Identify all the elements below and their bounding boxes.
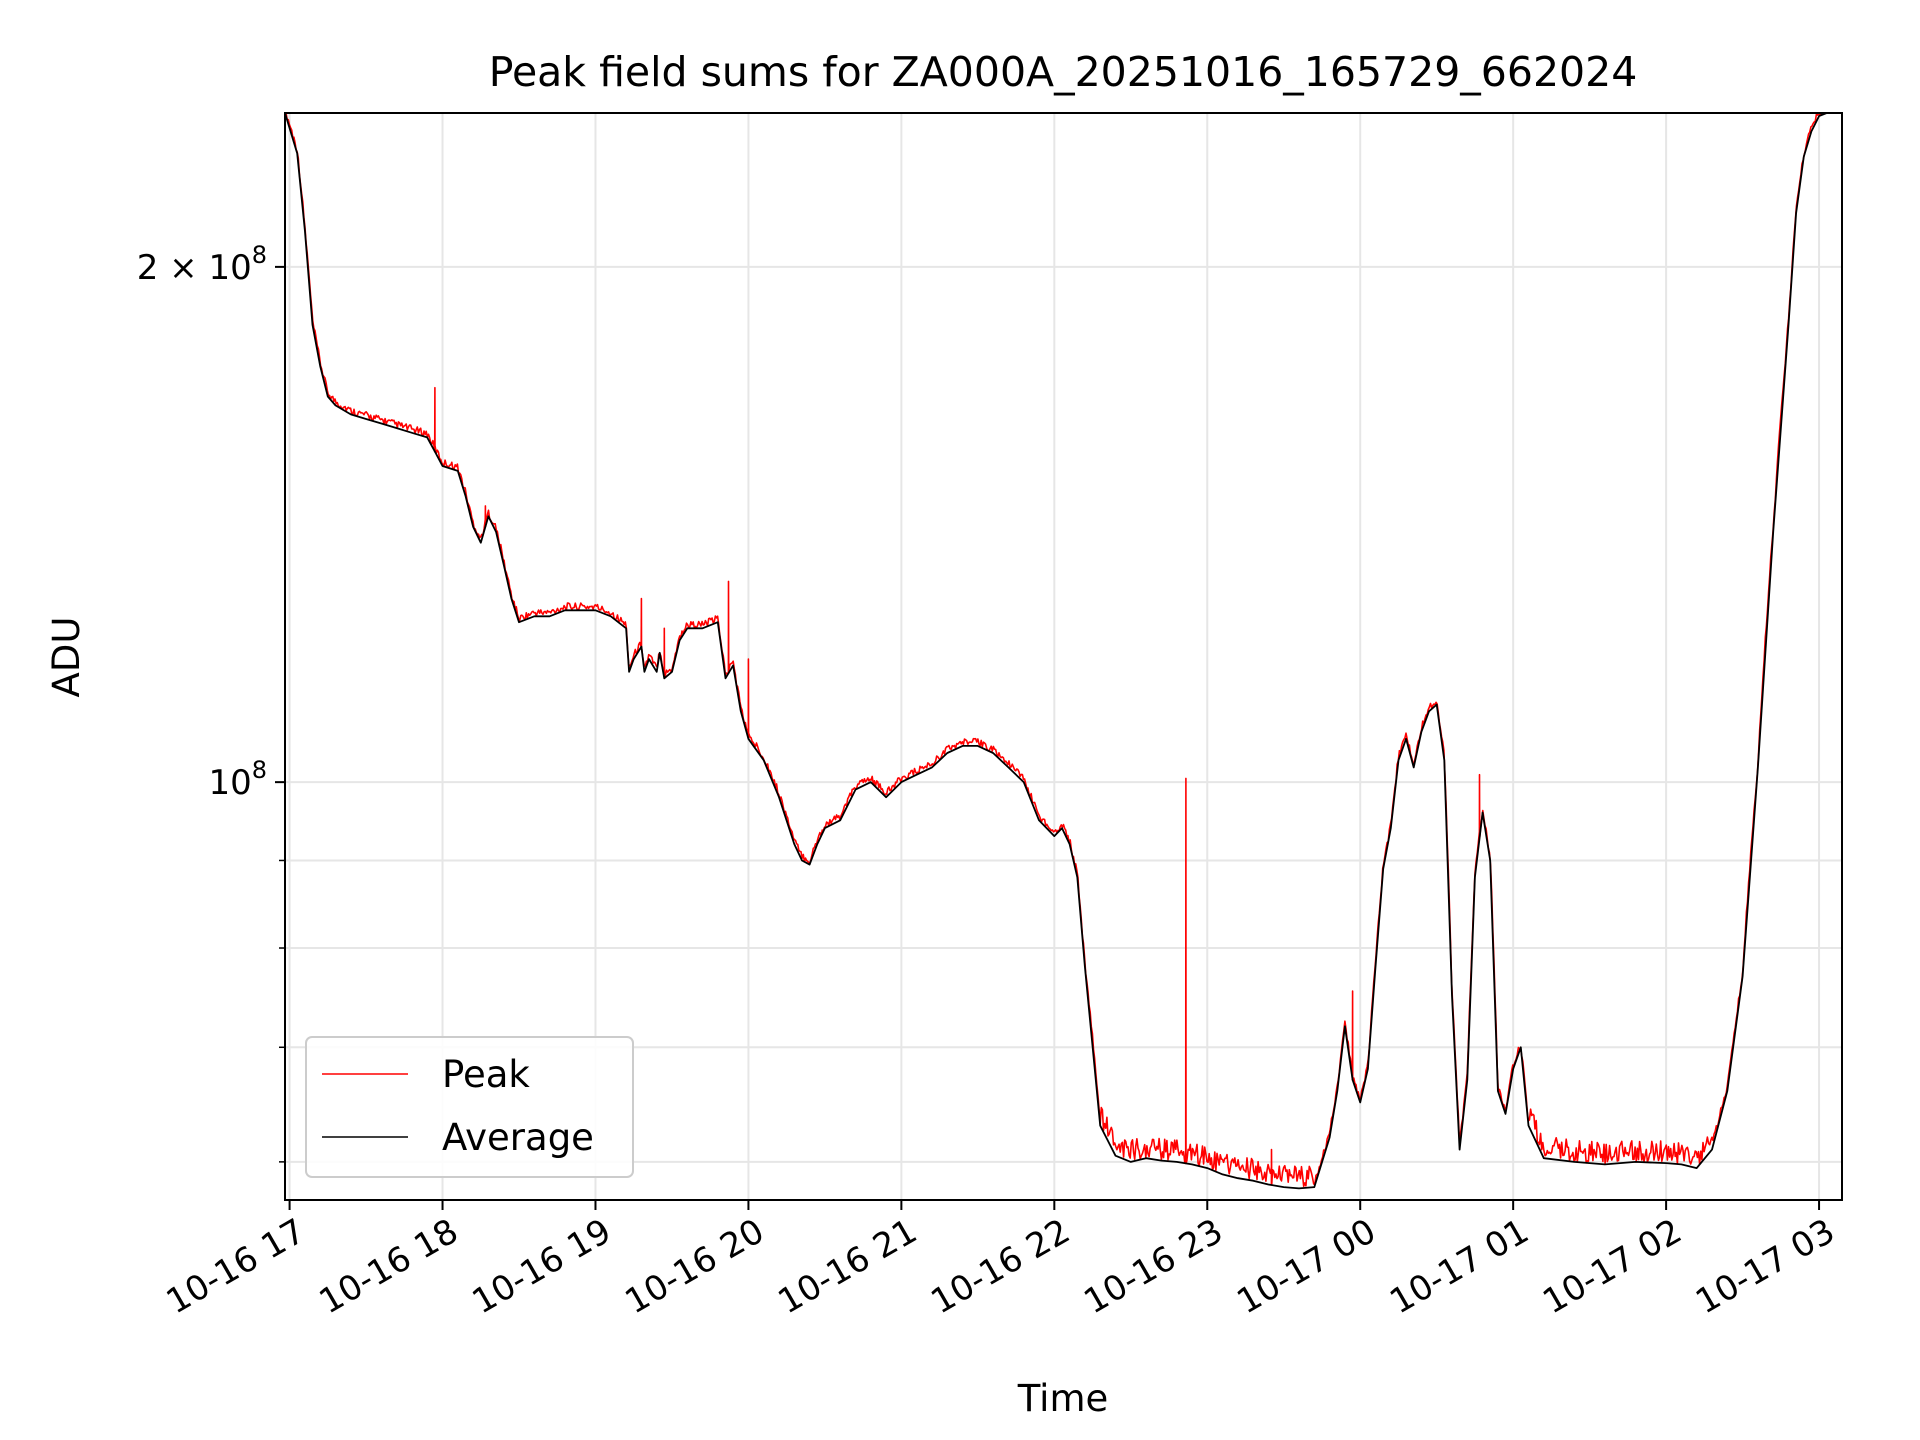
plot-frame	[284, 112, 1843, 1201]
legend-box	[305, 1036, 634, 1178]
x-axis-label: Time	[1017, 1377, 1109, 1420]
series-line-peak	[285, 112, 1842, 1188]
series-layer	[284, 112, 1842, 1190]
chart-title: Peak field sums for ZA000A_20251016_1657…	[489, 48, 1638, 96]
legend: Peak Average	[305, 1036, 634, 1178]
legend-label-peak: Peak	[442, 1053, 530, 1096]
y-axis-label: ADU	[45, 617, 88, 698]
y-tick-label: 2 × 108	[137, 241, 267, 288]
y-tick-label: 108	[208, 756, 267, 803]
plot-area	[285, 113, 1842, 1200]
series-line-average	[284, 112, 1842, 1190]
legend-label-average: Average	[442, 1116, 594, 1159]
y-axis-ticks: 108 2 × 108	[137, 241, 285, 1163]
